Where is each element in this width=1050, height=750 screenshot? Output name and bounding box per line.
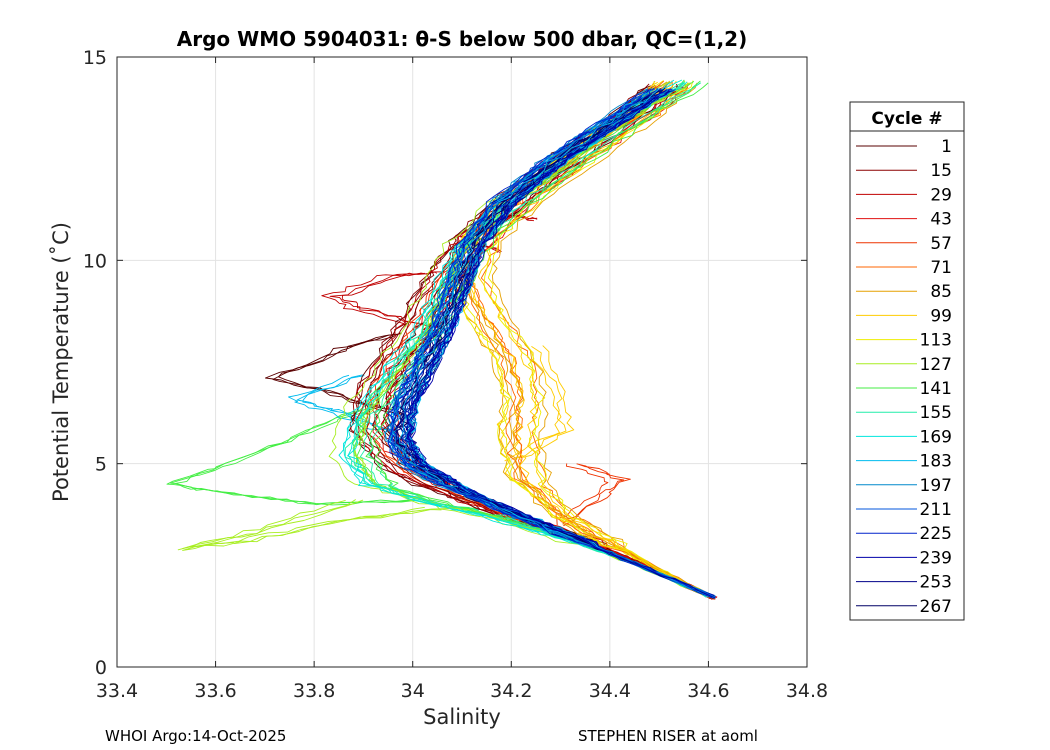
legend-label: 99 bbox=[930, 306, 952, 326]
legend-label: 127 bbox=[920, 355, 952, 375]
footer-right: STEPHEN RISER at aoml bbox=[578, 727, 758, 745]
outlier-profile bbox=[177, 499, 425, 551]
legend-label: 15 bbox=[930, 161, 952, 181]
legend: Cycle # 1 15 29 43 57 71 85 99 113 127 141 155 169 18… bbox=[849, 101, 965, 621]
x-tick-label: 34.8 bbox=[786, 680, 828, 702]
profile-line bbox=[390, 90, 714, 599]
legend-title: Cycle # bbox=[871, 109, 942, 129]
x-axis-ticks: 33.4 33.6 33.8 34 34.2 34.4 34.6 34.8 bbox=[96, 57, 828, 702]
profile-line bbox=[387, 88, 712, 598]
y-axis-ticks: 0 5 10 15 bbox=[83, 47, 807, 679]
plot-frame bbox=[116, 56, 808, 668]
legend-label: 239 bbox=[920, 548, 952, 568]
profile-line bbox=[463, 80, 708, 596]
outlier-profile bbox=[563, 464, 631, 527]
legend-label: 169 bbox=[920, 427, 952, 447]
profile-line bbox=[401, 88, 716, 598]
outlier-profile bbox=[321, 272, 425, 327]
y-tick-label: 10 bbox=[83, 250, 107, 272]
legend-label: 71 bbox=[930, 258, 952, 278]
series-group bbox=[166, 79, 718, 600]
x-axis-label: Salinity bbox=[423, 705, 501, 729]
footer-left: WHOI Argo:14-Oct-2025 bbox=[105, 727, 286, 745]
legend-label: 183 bbox=[920, 452, 952, 472]
x-tick-label: 34 bbox=[401, 680, 425, 702]
x-tick-label: 33.4 bbox=[96, 680, 138, 702]
profile-line bbox=[406, 90, 715, 596]
legend-label: 141 bbox=[920, 379, 952, 399]
outlier-profile bbox=[562, 463, 625, 525]
outlier-profile bbox=[174, 405, 417, 506]
x-tick-label: 33.6 bbox=[194, 680, 236, 702]
y-tick-label: 0 bbox=[95, 657, 107, 679]
legend-label: 267 bbox=[920, 597, 952, 617]
legend-label: 253 bbox=[920, 573, 952, 593]
outlier-profile bbox=[519, 345, 575, 459]
outlier-profile bbox=[182, 499, 449, 551]
legend-entries: 1 15 29 43 57 71 85 99 113 127 141 155 169 183 197 211 2… bbox=[856, 137, 952, 617]
plot-area bbox=[117, 57, 807, 667]
profile-line bbox=[487, 80, 712, 597]
outlier-profile bbox=[511, 346, 567, 460]
legend-label: 155 bbox=[920, 403, 952, 423]
legend-label: 1 bbox=[941, 137, 952, 157]
profile-line bbox=[390, 87, 714, 597]
y-tick-label: 15 bbox=[83, 47, 107, 69]
profile-line bbox=[477, 82, 710, 597]
legend-label: 211 bbox=[920, 500, 952, 520]
legend-label: 43 bbox=[930, 210, 952, 230]
legend-label: 29 bbox=[930, 185, 952, 205]
legend-label: 57 bbox=[930, 234, 952, 254]
profile-line bbox=[483, 82, 711, 596]
y-tick-label: 5 bbox=[95, 454, 107, 476]
x-tick-label: 33.8 bbox=[293, 680, 335, 702]
profile-line bbox=[352, 82, 709, 595]
outlier-profile bbox=[264, 333, 401, 414]
x-tick-label: 34.6 bbox=[687, 680, 729, 702]
profile-line bbox=[399, 88, 714, 599]
profile-line bbox=[404, 90, 716, 599]
profile-line bbox=[353, 82, 710, 596]
chart-title: Argo WMO 5904031: θ-S below 500 dbar, QC… bbox=[177, 27, 747, 51]
profile-line bbox=[368, 82, 712, 597]
x-tick-label: 34.2 bbox=[490, 680, 532, 702]
legend-label: 197 bbox=[920, 476, 952, 496]
profile-line bbox=[491, 82, 713, 596]
outlier-profile bbox=[166, 405, 414, 506]
legend-label: 113 bbox=[920, 331, 952, 351]
x-tick-label: 34.4 bbox=[589, 680, 631, 702]
legend-label: 225 bbox=[920, 524, 952, 544]
y-axis-label: Potential Temperature (˚C) bbox=[49, 222, 73, 502]
legend-label: 85 bbox=[930, 282, 952, 302]
